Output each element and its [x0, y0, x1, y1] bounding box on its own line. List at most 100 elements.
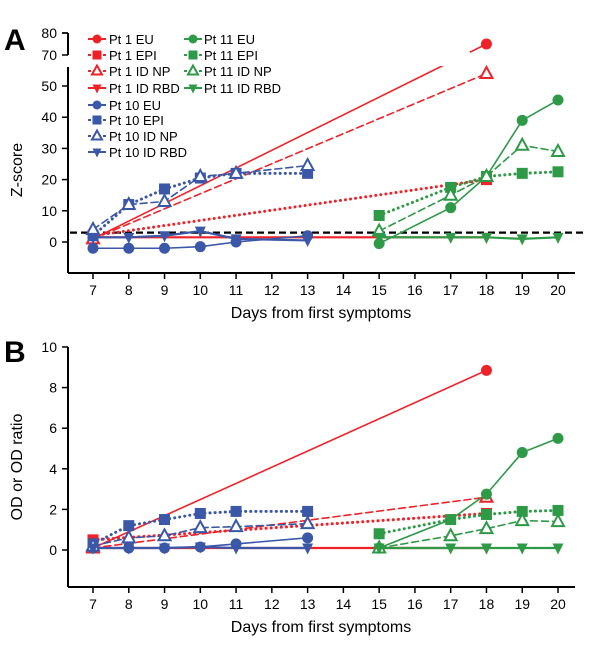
- legend-label: Pt 1 EPI: [109, 48, 157, 63]
- series-line-pt-10-eu: [92, 234, 309, 250]
- data-point: [230, 234, 242, 246]
- series-line-pt-11-epi: [377, 508, 560, 536]
- data-point: [123, 543, 135, 555]
- data-point: [373, 209, 385, 221]
- data-point: [445, 202, 457, 214]
- y-tick-label: 10: [41, 339, 57, 355]
- legend-marker: [188, 34, 198, 44]
- x-axis-label: Days from first symptoms: [231, 619, 411, 636]
- data-point: [228, 518, 244, 533]
- data-point: [552, 504, 564, 516]
- x-tick-label: 10: [193, 596, 209, 612]
- data-point: [87, 232, 99, 244]
- x-tick-label: 17: [443, 596, 459, 612]
- y-axis-label: Z-score: [9, 143, 26, 197]
- data-point: [478, 167, 495, 182]
- series-line-pt-11-id-rbd: [378, 236, 560, 240]
- data-point: [516, 167, 528, 179]
- data-point: [299, 156, 316, 172]
- legend-marker: [92, 50, 102, 60]
- x-tick-label: 14: [336, 596, 352, 612]
- series-line-pt-10-id-rbd: [91, 545, 309, 550]
- data-point: [516, 543, 528, 555]
- series-line-pt-11-id-np: [378, 144, 559, 232]
- panel-label: A: [4, 24, 26, 57]
- series-line-pt-1-epi: [91, 178, 488, 238]
- data-point: [230, 543, 242, 555]
- data-point: [87, 242, 99, 254]
- legend-marker: [188, 84, 198, 94]
- legend-label: Pt 1 EU: [109, 32, 154, 47]
- data-point: [373, 543, 385, 555]
- y-tick-label: 10: [41, 203, 57, 219]
- data-point: [192, 167, 208, 182]
- data-point: [552, 543, 564, 555]
- data-point: [480, 508, 492, 520]
- data-point: [516, 114, 528, 126]
- data-point: [159, 543, 171, 555]
- data-point: [192, 519, 208, 534]
- data-point: [123, 520, 135, 532]
- x-tick-label: 11: [229, 596, 244, 612]
- series-line-pt-1-id-np: [92, 72, 488, 240]
- data-point: [480, 543, 492, 555]
- axis-break-gap: [430, 52, 470, 66]
- x-tick-label: 8: [125, 596, 133, 612]
- data-point: [87, 543, 99, 555]
- data-point: [552, 94, 564, 106]
- data-point: [159, 183, 171, 195]
- legend-marker: [92, 100, 102, 110]
- y-tick-label: 4: [49, 461, 57, 477]
- data-point: [194, 542, 206, 554]
- y-tick-label: 2: [49, 501, 57, 517]
- data-point: [550, 512, 566, 528]
- data-point: [123, 232, 135, 244]
- data-point: [302, 543, 314, 555]
- x-tick-label: 9: [161, 282, 169, 298]
- x-tick-label: 16: [407, 596, 423, 612]
- data-point: [552, 166, 564, 178]
- data-point: [194, 241, 206, 253]
- y-tick-label: 0: [49, 542, 57, 558]
- data-point: [159, 514, 171, 526]
- data-point: [121, 195, 137, 211]
- data-point: [230, 505, 242, 517]
- data-point: [123, 242, 135, 254]
- data-point: [159, 242, 171, 254]
- x-tick-label: 13: [300, 282, 316, 298]
- x-tick-label: 20: [550, 596, 566, 612]
- legend-label: Pt 10 ID NP: [109, 129, 178, 144]
- legend-label: Pt 11 EU: [204, 32, 255, 47]
- y-tick-label: 50: [41, 78, 57, 94]
- x-tick-label: 18: [479, 596, 495, 612]
- data-point: [445, 232, 457, 244]
- y-tick-label: 30: [41, 140, 57, 156]
- data-point: [552, 232, 564, 244]
- x-tick-label: 15: [371, 282, 387, 298]
- x-tick-label: 19: [514, 282, 530, 298]
- data-point: [443, 186, 459, 201]
- data-point: [445, 514, 457, 526]
- legend-marker: [90, 128, 104, 141]
- x-tick-label: 12: [264, 596, 280, 612]
- x-tick-label: 10: [193, 282, 209, 298]
- legend-label: Pt 11 EPI: [204, 48, 258, 63]
- series-line-pt-1-eu: [92, 369, 488, 549]
- series-line-pt-11-eu: [378, 99, 559, 245]
- data-point: [478, 520, 495, 535]
- y-tick-label: 70: [41, 47, 57, 63]
- data-point: [478, 64, 495, 80]
- x-tick-label: 7: [89, 596, 97, 612]
- legend-marker: [90, 63, 104, 76]
- x-axis-label: Days from first symptoms: [231, 305, 411, 322]
- legend-label: Pt 11 ID RBD: [204, 81, 281, 96]
- data-point: [516, 447, 528, 459]
- x-tick-label: 15: [371, 596, 387, 612]
- data-point: [302, 235, 314, 247]
- y-axis-label: OD or OD ratio: [9, 414, 26, 521]
- data-point: [516, 234, 528, 246]
- series-line-pt-11-id-np: [378, 519, 559, 549]
- legend-marker: [188, 50, 198, 60]
- data-point: [228, 164, 244, 179]
- data-point: [302, 532, 314, 544]
